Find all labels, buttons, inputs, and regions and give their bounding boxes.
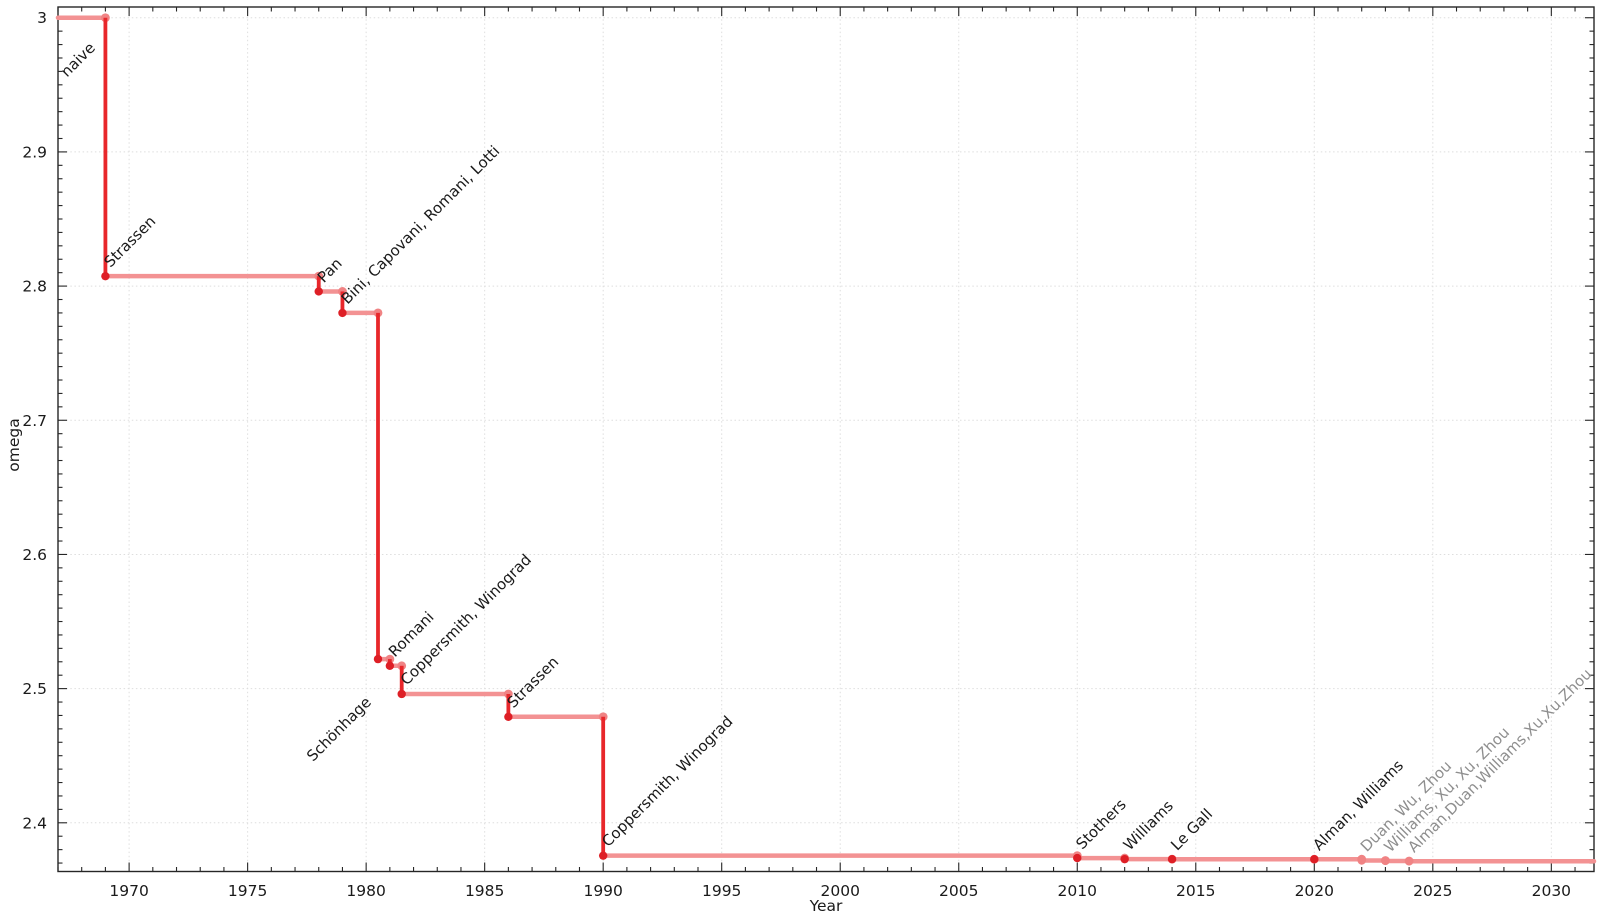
y-tick-labels: 2.4 2.5 2.6 2.7 2.8 2.9 3 <box>22 9 47 832</box>
record-marker <box>101 271 110 281</box>
record-label: Coppersmith, Winograd <box>598 712 736 850</box>
record-marker <box>1073 853 1082 863</box>
record-marker <box>1167 855 1177 864</box>
x-tick-label: 1985 <box>465 882 504 900</box>
record-label: Strassen <box>503 653 562 712</box>
record-marker <box>338 308 347 318</box>
x-tick-label: 1970 <box>109 882 148 900</box>
x-tick-labels: 1970 1975 1980 1985 1990 1995 2000 2005 2010 2015… <box>109 882 1571 900</box>
record-marker <box>1357 856 1366 865</box>
y-tick-label: 2.5 <box>22 680 47 698</box>
record-marker <box>314 287 323 296</box>
record-marker <box>397 689 406 699</box>
record-label: Alman,Duan,Williams,Xu,Xu,Zhou <box>1404 665 1595 856</box>
x-tick-label: 2005 <box>939 882 978 900</box>
record-label: naive <box>57 39 99 81</box>
record-marker <box>373 654 383 664</box>
y-tick-label: 2.4 <box>22 814 47 832</box>
y-tick-label: 3 <box>37 9 47 27</box>
record-label: Schönhage <box>303 693 375 765</box>
x-axis-label: Year <box>809 897 843 915</box>
record-marker <box>1310 855 1319 864</box>
x-tick-label: 2000 <box>820 882 859 900</box>
record-marker <box>1120 854 1129 864</box>
axis-ticks <box>57 7 1594 872</box>
step-vertical-segments <box>103 17 1412 862</box>
y-axis-label: omega <box>5 418 23 472</box>
record-label: Stothers <box>1072 795 1130 853</box>
plot-frame <box>57 6 1595 873</box>
x-tick-label: 1995 <box>702 882 741 900</box>
corner-marker <box>503 689 513 699</box>
x-tick-label: 1980 <box>346 882 385 900</box>
gridlines <box>58 7 1594 872</box>
record-marker <box>1404 857 1414 866</box>
record-marker <box>598 851 608 860</box>
record-label: Williams, Xu, Xu, Zhou <box>1381 723 1514 856</box>
record-marker <box>385 661 395 671</box>
x-tick-label: 2020 <box>1295 882 1334 900</box>
corner-marker <box>598 712 608 722</box>
record-label: Williams <box>1120 797 1177 854</box>
y-tick-label: 2.7 <box>22 412 47 430</box>
step-corner-markers <box>101 13 1414 866</box>
record-label: Le Gall <box>1167 805 1216 854</box>
x-tick-label: 2010 <box>1058 882 1097 900</box>
record-marker <box>504 712 513 721</box>
step-horizontal-segments <box>55 15 1597 864</box>
x-tick-label: 2025 <box>1413 882 1452 900</box>
y-tick-label: 2.9 <box>22 143 47 161</box>
record-label: Strassen <box>101 212 160 271</box>
x-tick-label: 1975 <box>228 882 267 900</box>
x-tick-label: 2015 <box>1176 882 1215 900</box>
record-label: Bini, Capovani, Romani, Lotti <box>338 142 504 308</box>
y-tick-label: 2.8 <box>22 278 47 296</box>
y-tick-label: 2.6 <box>22 546 47 564</box>
x-tick-label: 1990 <box>583 882 622 900</box>
record-markers <box>101 271 1414 866</box>
x-tick-label: 2030 <box>1532 882 1571 900</box>
record-marker <box>1381 856 1390 866</box>
